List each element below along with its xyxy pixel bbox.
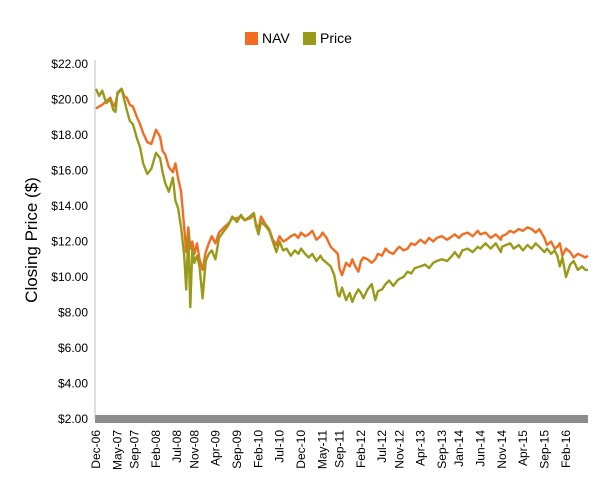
y-tick-label: $12.00 xyxy=(51,235,88,249)
series-line-nav xyxy=(95,87,589,277)
legend-swatch-nav xyxy=(245,32,258,45)
x-tick-label: Nov-14 xyxy=(495,430,509,469)
x-tick-label: Sep-13 xyxy=(435,430,449,469)
x-tick-label: Sep-09 xyxy=(230,430,244,469)
x-tick-label: May-07 xyxy=(111,430,125,470)
x-tick-label: Sep-15 xyxy=(537,430,551,469)
y-axis-ticks: $22.00 $20.00 $18.00 $16.00 $14.00 $12.00 $10.… xyxy=(51,57,88,426)
x-tick-label: Nov-12 xyxy=(392,430,406,469)
x-tick-label: Sep-11 xyxy=(332,430,346,468)
y-tick-label: $4.00 xyxy=(58,377,88,391)
x-tick-label: Jun-14 xyxy=(473,430,487,467)
x-tick-label: Jan-14 xyxy=(452,430,466,467)
legend-label-price: Price xyxy=(320,30,352,46)
y-tick-label: $16.00 xyxy=(51,164,88,178)
series-line-price xyxy=(94,87,588,309)
x-tick-label: Sep-07 xyxy=(127,430,141,469)
y-tick-label: $8.00 xyxy=(58,306,88,320)
x-tick-label: May-11 xyxy=(316,430,330,469)
x-tick-label: Feb-16 xyxy=(559,430,573,468)
y-tick-label: $6.00 xyxy=(58,341,88,355)
x-tick-label: Feb-12 xyxy=(354,430,368,468)
y-tick-label: $18.00 xyxy=(51,128,88,142)
x-tick-label: Dec-06 xyxy=(89,430,103,469)
x-tick-label: Feb-10 xyxy=(251,430,265,468)
y-tick-label: $10.00 xyxy=(51,270,88,284)
x-axis-ticks: Dec-06 May-07 Sep-07 Feb-08 Jul-08 Nov-08 Apr-… xyxy=(89,430,573,470)
legend-label-nav: NAV xyxy=(262,30,290,46)
x-tick-label: Apr-09 xyxy=(208,430,222,466)
x-tick-label: Apr-15 xyxy=(516,430,530,466)
x-tick-label: Nov-08 xyxy=(187,430,201,469)
x-tick-label: Jul-12 xyxy=(375,430,389,463)
x-tick-label: Jul-08 xyxy=(170,430,184,463)
x-tick-label: Feb-08 xyxy=(149,430,163,468)
legend-swatch-price xyxy=(303,32,316,45)
y-tick-label: $14.00 xyxy=(51,199,88,213)
series-layer xyxy=(94,87,589,309)
x-tick-label: Dec-10 xyxy=(294,430,308,469)
y-axis-title: Closing Price ($) xyxy=(22,177,41,303)
x-tick-label: Apr-13 xyxy=(413,430,427,466)
y-tick-label: $2.00 xyxy=(58,412,88,426)
y-tick-label: $20.00 xyxy=(51,93,88,107)
y-tick-label: $22.00 xyxy=(51,57,88,71)
legend: NAV Price xyxy=(245,30,352,46)
x-axis-bar xyxy=(95,415,588,423)
x-tick-label: Jul-10 xyxy=(272,430,286,463)
